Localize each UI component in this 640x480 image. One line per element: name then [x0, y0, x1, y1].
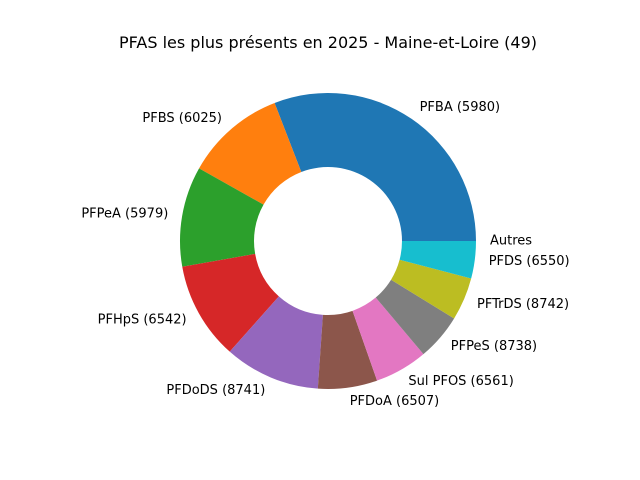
- label-pfpes: PFPeS (8738): [451, 339, 537, 354]
- label-pfbs: PFBS (6025): [142, 111, 222, 126]
- label-pfpea: PFPeA (5979): [81, 206, 168, 221]
- label-sul-pfos: Sul PFOS (6561): [408, 374, 513, 389]
- label-pfba: PFBA (5980): [420, 100, 501, 115]
- slice-pftrds: [391, 259, 472, 319]
- label-pfhps: PFHpS (6542): [98, 313, 187, 328]
- label-pfdoa: PFDoA (6507): [350, 394, 440, 409]
- slice-pfba: [274, 92, 476, 241]
- slice-pfds: [399, 241, 476, 279]
- label-pfdods: PFDoDS (8741): [166, 383, 265, 398]
- slice-sul-pfos: [352, 297, 424, 381]
- slice-pfhps: [182, 253, 279, 352]
- label-pfds: PFDS (6550): [489, 254, 570, 269]
- slice-pfpea: [180, 168, 264, 267]
- slice-pfbs: [199, 102, 302, 205]
- slice-pfpes: [375, 279, 455, 355]
- pie-labels: PFBA (5980) PFBS (6025) PFPeA (5979) PFHpS …: [81, 100, 569, 409]
- chart-title: PFAS les plus présents en 2025 - Maine-e…: [119, 33, 537, 52]
- slice-pfdoa: [317, 310, 378, 390]
- label-autres: Autres: [490, 234, 532, 249]
- pie-slices: [180, 92, 476, 390]
- slice-pfdods: [229, 296, 323, 389]
- label-pftrds: PFTrDS (8742): [477, 297, 569, 312]
